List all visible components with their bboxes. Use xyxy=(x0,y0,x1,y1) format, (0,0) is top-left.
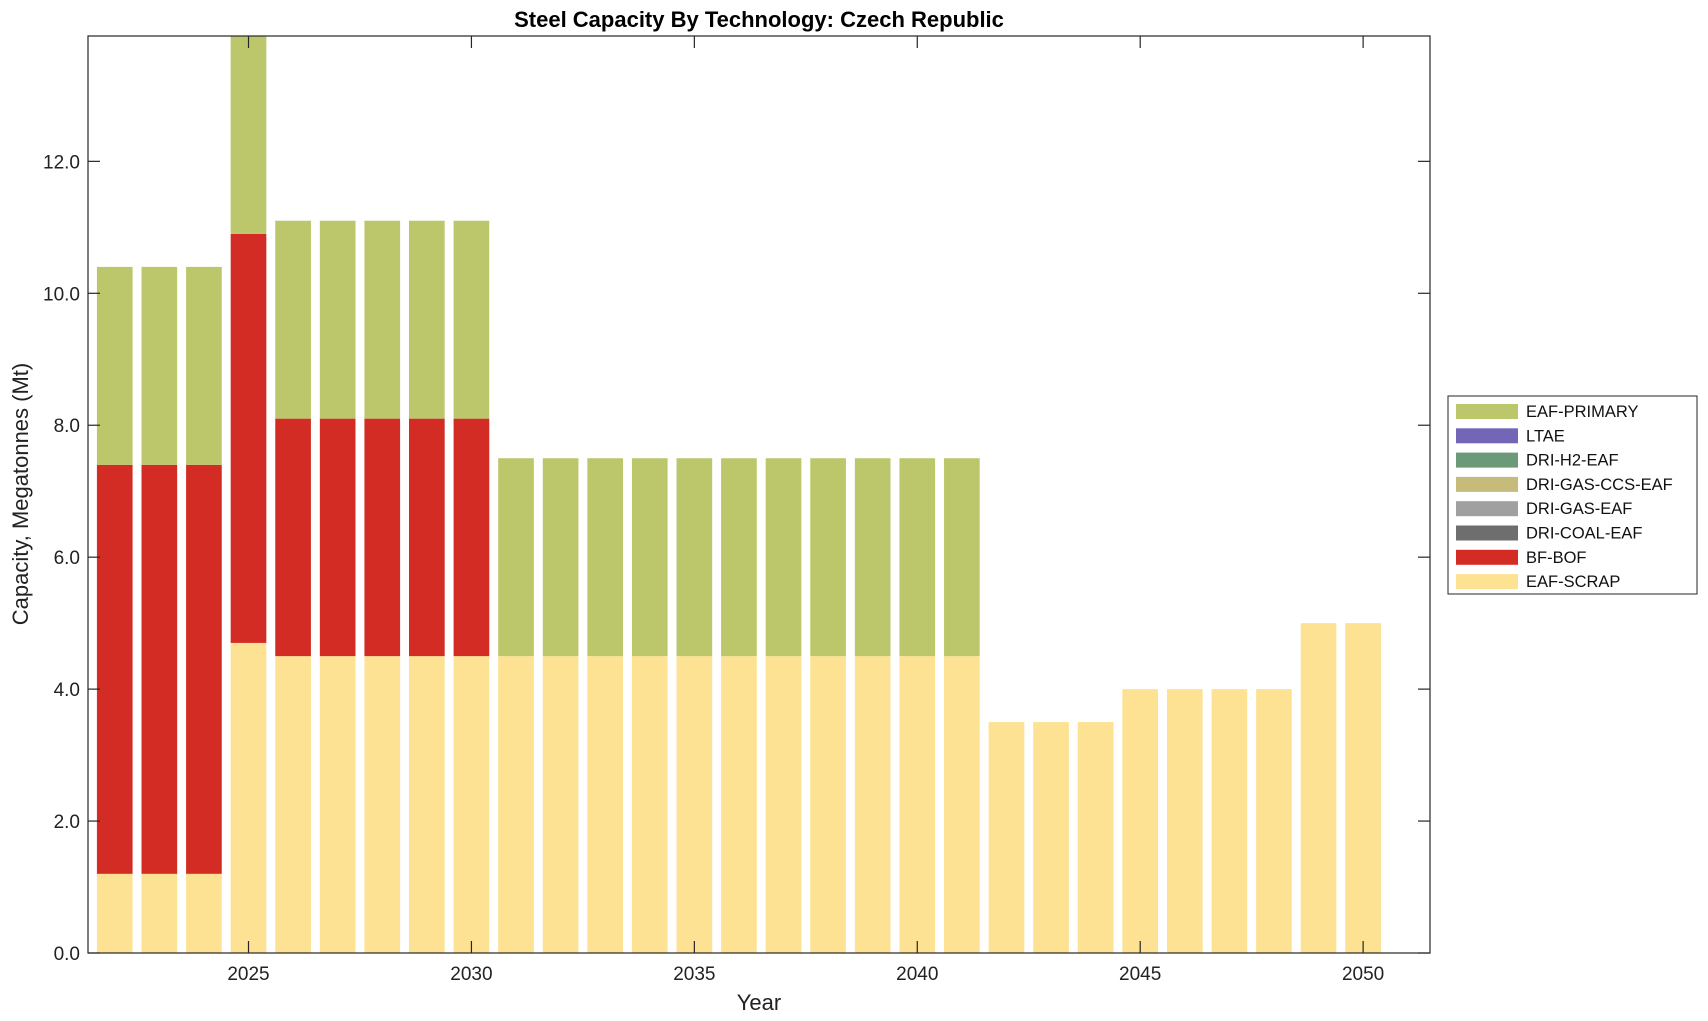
y-tick-label: 4.0 xyxy=(54,680,80,701)
bar-eaf-scrap-2033 xyxy=(587,656,624,953)
legend-swatch-dri-gas-eaf xyxy=(1456,501,1518,517)
bar-eaf-primary-2022 xyxy=(96,266,133,465)
bar-eaf-scrap-2029 xyxy=(409,656,445,953)
bar-eaf-primary-2026 xyxy=(275,220,311,419)
bar-eaf-primary-2031 xyxy=(498,458,534,657)
y-tick-label: 12.0 xyxy=(43,152,80,173)
x-tick-label: 2045 xyxy=(1119,964,1161,985)
bar-eaf-scrap-2040 xyxy=(899,656,936,953)
bar-eaf-scrap-2039 xyxy=(854,656,891,953)
legend-swatch-eaf-primary xyxy=(1456,404,1518,419)
bar-eaf-primary-2023 xyxy=(141,266,178,465)
bar-eaf-scrap-2041 xyxy=(944,656,980,953)
bar-bf-bof-2025 xyxy=(230,233,267,643)
x-tick-label: 2030 xyxy=(450,964,492,985)
bar-eaf-scrap-2046 xyxy=(1166,689,1203,953)
bar-eaf-scrap-2047 xyxy=(1211,689,1248,953)
bar-bf-bof-2027 xyxy=(319,418,356,657)
bar-eaf-primary-2040 xyxy=(899,458,936,657)
legend-swatch-dri-h2-eaf xyxy=(1456,452,1518,468)
bar-eaf-primary-2036 xyxy=(721,458,757,657)
bar-bf-bof-2024 xyxy=(186,464,222,874)
bar-eaf-scrap-2026 xyxy=(275,656,311,953)
bar-eaf-primary-2038 xyxy=(810,458,846,657)
bar-eaf-scrap-2038 xyxy=(810,656,846,953)
bar-bf-bof-2030 xyxy=(453,418,490,657)
bar-eaf-scrap-2028 xyxy=(364,656,401,953)
y-tick-label: 6.0 xyxy=(54,548,80,569)
bar-eaf-primary-2030 xyxy=(453,220,490,419)
legend: EAF-PRIMARY LTAE DRI-H2-EAF DRI-GAS-CCS-EAF… xyxy=(1447,395,1698,595)
bar-eaf-scrap-2049 xyxy=(1300,623,1337,953)
y-axis-label: Capacity, Megatonnes (Mt) xyxy=(8,363,33,625)
plot-frame xyxy=(87,35,1431,954)
bar-eaf-primary-2027 xyxy=(319,220,356,419)
bar-eaf-primary-2029 xyxy=(409,220,445,419)
x-tick-label: 2035 xyxy=(673,964,715,985)
bar-eaf-scrap-2030 xyxy=(453,656,490,953)
legend-swatch-dri-gas-ccs-eaf xyxy=(1456,476,1518,492)
bar-eaf-scrap-2048 xyxy=(1256,689,1292,953)
legend-label-bf-bof: BF-BOF xyxy=(1526,549,1587,567)
legend-swatch-ltae xyxy=(1456,428,1518,444)
bar-eaf-primary-2033 xyxy=(587,458,624,657)
chart-title: Steel Capacity By Technology: Czech Repu… xyxy=(514,7,1004,32)
bar-eaf-primary-2025 xyxy=(230,36,267,234)
x-tick-label: 2025 xyxy=(227,964,269,985)
bar-eaf-primary-2039 xyxy=(854,458,891,657)
legend-swatch-dri-coal-eaf xyxy=(1456,525,1518,541)
legend-swatch-bf-bof xyxy=(1456,549,1518,565)
bar-eaf-scrap-2050 xyxy=(1345,623,1381,953)
bar-bf-bof-2022 xyxy=(96,464,133,874)
legend-label-ltae: LTAE xyxy=(1526,427,1565,445)
bar-eaf-primary-2035 xyxy=(676,458,713,657)
x-axis-label: Year xyxy=(737,990,781,1015)
legend-label-dri-gas-ccs-eaf: DRI-GAS-CCS-EAF xyxy=(1526,476,1673,494)
bars-layer xyxy=(96,36,1381,953)
bar-eaf-scrap-2025 xyxy=(230,642,267,953)
bar-eaf-scrap-2035 xyxy=(676,656,713,953)
bar-eaf-primary-2037 xyxy=(765,458,802,657)
bar-eaf-scrap-2031 xyxy=(498,656,534,953)
legend-label-dri-gas-eaf: DRI-GAS-EAF xyxy=(1526,500,1632,518)
bar-eaf-scrap-2043 xyxy=(1033,722,1069,953)
bar-eaf-scrap-2036 xyxy=(721,656,757,953)
bar-eaf-scrap-2023 xyxy=(141,873,178,953)
bar-eaf-primary-2041 xyxy=(944,458,980,657)
bar-eaf-primary-2028 xyxy=(364,220,401,419)
bar-eaf-scrap-2032 xyxy=(542,656,579,953)
bar-eaf-primary-2024 xyxy=(186,266,222,465)
x-tick-label: 2040 xyxy=(896,964,938,985)
legend-label-eaf-scrap: EAF-SCRAP xyxy=(1526,573,1620,591)
bar-bf-bof-2029 xyxy=(409,418,445,657)
bar-eaf-scrap-2044 xyxy=(1077,722,1114,953)
bar-eaf-scrap-2027 xyxy=(319,656,356,953)
bar-eaf-primary-2032 xyxy=(542,458,579,657)
legend-swatch-eaf-scrap xyxy=(1456,574,1518,590)
bar-eaf-scrap-2022 xyxy=(96,873,133,953)
bar-bf-bof-2026 xyxy=(275,418,311,657)
bar-eaf-scrap-2034 xyxy=(631,656,668,953)
bar-bf-bof-2023 xyxy=(141,464,178,874)
bar-eaf-scrap-2037 xyxy=(765,656,802,953)
y-tick-label: 10.0 xyxy=(43,284,80,305)
bar-bf-bof-2028 xyxy=(364,418,401,657)
y-tick-label: 0.0 xyxy=(54,944,80,965)
y-tick-label: 8.0 xyxy=(54,416,80,437)
bar-eaf-scrap-2024 xyxy=(186,873,222,953)
legend-label-dri-h2-eaf: DRI-H2-EAF xyxy=(1526,452,1619,470)
legend-label-dri-coal-eaf: DRI-COAL-EAF xyxy=(1526,525,1642,543)
x-tick-label: 2050 xyxy=(1342,964,1384,985)
bar-eaf-primary-2034 xyxy=(631,458,668,657)
y-tick-label: 2.0 xyxy=(54,812,80,833)
ticks-layer: 0.0 2.0 4.0 6.0 8.0 10.0 12.0 2025 2030 2035 2040 2… xyxy=(43,36,1430,985)
bar-eaf-scrap-2042 xyxy=(988,722,1025,953)
bar-eaf-scrap-2045 xyxy=(1122,689,1159,953)
legend-label-eaf-primary: EAF-PRIMARY xyxy=(1526,403,1638,421)
